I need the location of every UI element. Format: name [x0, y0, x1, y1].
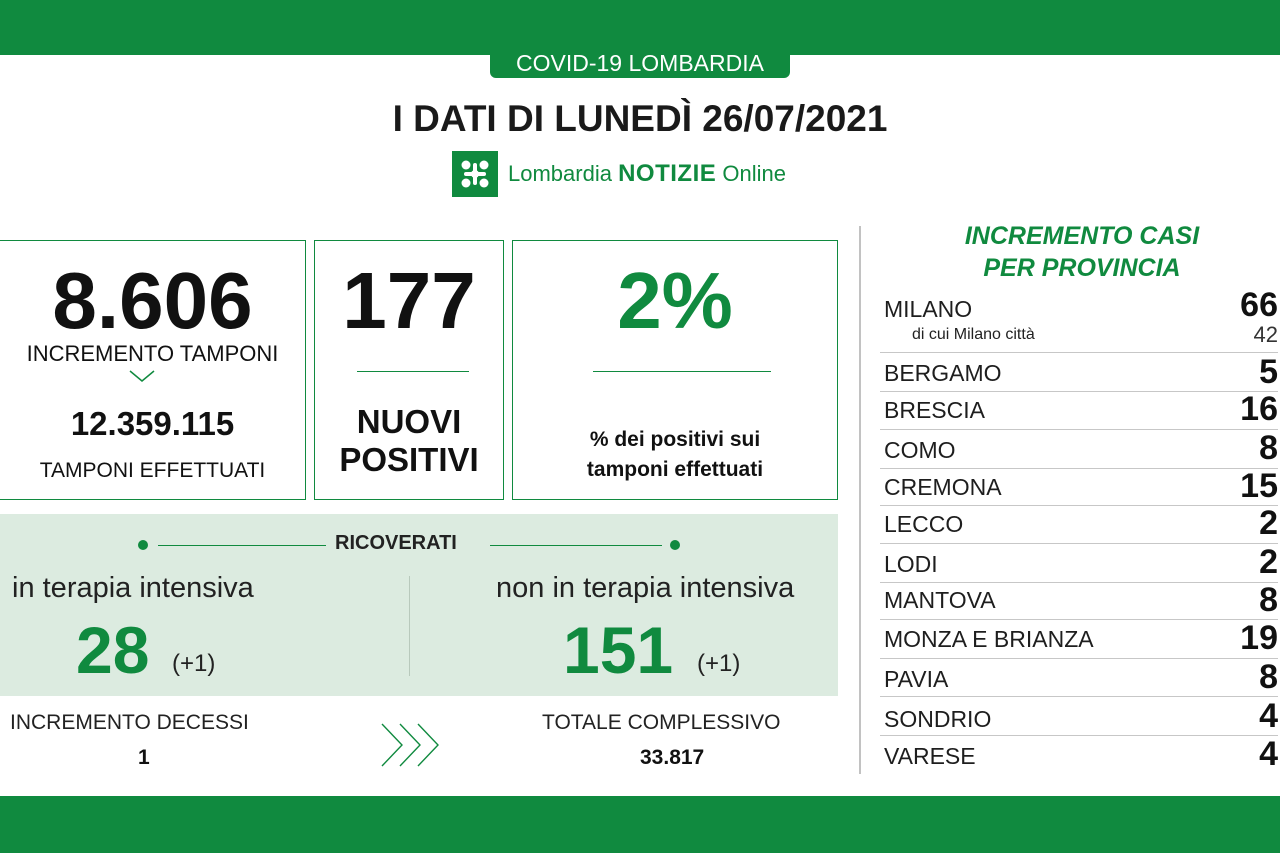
decessi-total-value: 33.817 — [640, 746, 705, 769]
percentuale-label: % dei positivi sui tamponi effettuati — [513, 425, 837, 485]
province-title-line2: PER PROVINCIA — [983, 254, 1181, 282]
logo-regular: Lombardia — [508, 161, 619, 186]
logo-bold: NOTIZIE — [618, 160, 717, 187]
province-value: 2 — [1259, 543, 1278, 581]
province-value: 5 — [1259, 353, 1278, 391]
province-name: BERGAMO — [884, 360, 1002, 386]
province-row: BERGAMO 5 — [880, 353, 1278, 392]
province-value: 66 — [1240, 286, 1278, 324]
province-row: MONZA E BRIANZA 19 — [880, 619, 1278, 659]
intensiva-delta: (+1) — [172, 650, 216, 677]
intensiva-value: 28 — [76, 613, 150, 687]
province-row: COMO 8 — [880, 429, 1278, 469]
province-row: LODI 2 — [880, 543, 1278, 583]
logo: Lombardia NOTIZIE Online — [452, 150, 786, 198]
intensiva-label: in terapia intensiva — [12, 572, 254, 604]
percentuale-value: 2% — [617, 256, 733, 345]
province-name: PAVIA — [884, 666, 949, 692]
positivi-label: NUOVI POSITIVI — [315, 403, 503, 479]
logo-text: Lombardia NOTIZIE Online — [508, 160, 786, 188]
arrows-icon — [380, 722, 446, 773]
non-intensiva-value: 151 — [563, 613, 674, 687]
province-name: MILANO — [884, 296, 973, 322]
divider — [409, 576, 410, 676]
province-value: 16 — [1240, 390, 1278, 428]
province-row: MANTOVA 8 — [880, 581, 1278, 620]
bottom-band — [0, 796, 1280, 853]
province-value: 4 — [1259, 697, 1278, 735]
percentuale-box: 2% % dei positivi sui tamponi effettuati — [512, 240, 838, 500]
chevron-down-icon — [128, 369, 156, 388]
tamponi-box: 8.606 INCREMENTO TAMPONI 12.359.115 TAMP… — [0, 240, 306, 500]
decessi-increment-label: INCREMENTO DECESSI — [10, 711, 249, 734]
non-intensiva-delta: (+1) — [697, 650, 741, 677]
province-value: 8 — [1259, 658, 1278, 696]
ricoverati-title: RICOVERATI — [335, 532, 457, 554]
province-value: 15 — [1240, 467, 1278, 505]
province-value: 2 — [1259, 504, 1278, 542]
non-intensiva-label: non in terapia intensiva — [496, 572, 795, 604]
percentuale-label-line1: % dei positivi sui — [589, 428, 761, 451]
tamponi-increment-label: INCREMENTO TAMPONI — [26, 341, 279, 366]
dot-icon — [670, 540, 680, 550]
header-tag: COVID-19 LOMBARDIA — [490, 48, 790, 78]
province-row: SONDRIO 4 — [880, 696, 1278, 736]
page-title: I DATI DI LUNEDÌ 26/07/2021 — [392, 98, 888, 139]
positivi-label-line2: POSITIVI — [339, 441, 479, 478]
province-value: 8 — [1259, 429, 1278, 467]
province-title: INCREMENTO CASI PER PROVINCIA — [910, 220, 1254, 284]
province-title-line1: INCREMENTO CASI — [964, 222, 1200, 250]
province-name: MONZA E BRIANZA — [884, 626, 1094, 652]
positivi-label-line1: NUOVI — [356, 403, 462, 440]
percentuale-label-line2: tamponi effettuati — [586, 458, 764, 481]
province-row: VARESE 4 — [880, 735, 1278, 773]
province-name: SONDRIO — [884, 706, 992, 732]
province-row: MILANO 66 — [880, 286, 1278, 353]
province-row: PAVIA 8 — [880, 658, 1278, 697]
province-value: 19 — [1240, 619, 1278, 657]
logo-suffix: Online — [716, 161, 786, 186]
vertical-divider — [859, 226, 861, 774]
milano-city-value: 42 — [1253, 322, 1278, 347]
province-row: CREMONA 15 — [880, 467, 1278, 506]
milano-city-label: di cui Milano città — [912, 326, 1035, 343]
tamponi-total: 12.359.115 — [70, 405, 235, 442]
tamponi-total-label: TAMPONI EFFETTUATI — [39, 459, 266, 482]
lombardia-rose-icon — [452, 151, 498, 197]
province-value: 4 — [1259, 735, 1278, 773]
decessi-increment-value: 1 — [138, 746, 150, 769]
province-name: CREMONA — [884, 474, 1002, 500]
province-value: 8 — [1259, 581, 1278, 619]
positivi-box: 177 NUOVI POSITIVI — [314, 240, 504, 500]
province-name: LODI — [884, 551, 938, 577]
province-name: MANTOVA — [884, 587, 996, 613]
positivi-value: 177 — [342, 256, 476, 345]
province-name: VARESE — [884, 743, 976, 769]
top-band — [0, 0, 1280, 55]
province-name: COMO — [884, 437, 956, 463]
ricoverati-panel: RICOVERATI in terapia intensiva 28 (+1) … — [0, 514, 838, 696]
province-name: BRESCIA — [884, 397, 985, 423]
province-row: BRESCIA 16 — [880, 390, 1278, 430]
tamponi-increment: 8.606 — [52, 256, 253, 345]
decessi-total-label: TOTALE COMPLESSIVO — [542, 711, 781, 734]
divider — [490, 545, 662, 546]
dot-icon — [138, 540, 148, 550]
divider — [593, 371, 771, 372]
divider — [158, 545, 326, 546]
province-row: LECCO 2 — [880, 504, 1278, 544]
divider — [357, 371, 469, 372]
province-name: LECCO — [884, 511, 964, 537]
